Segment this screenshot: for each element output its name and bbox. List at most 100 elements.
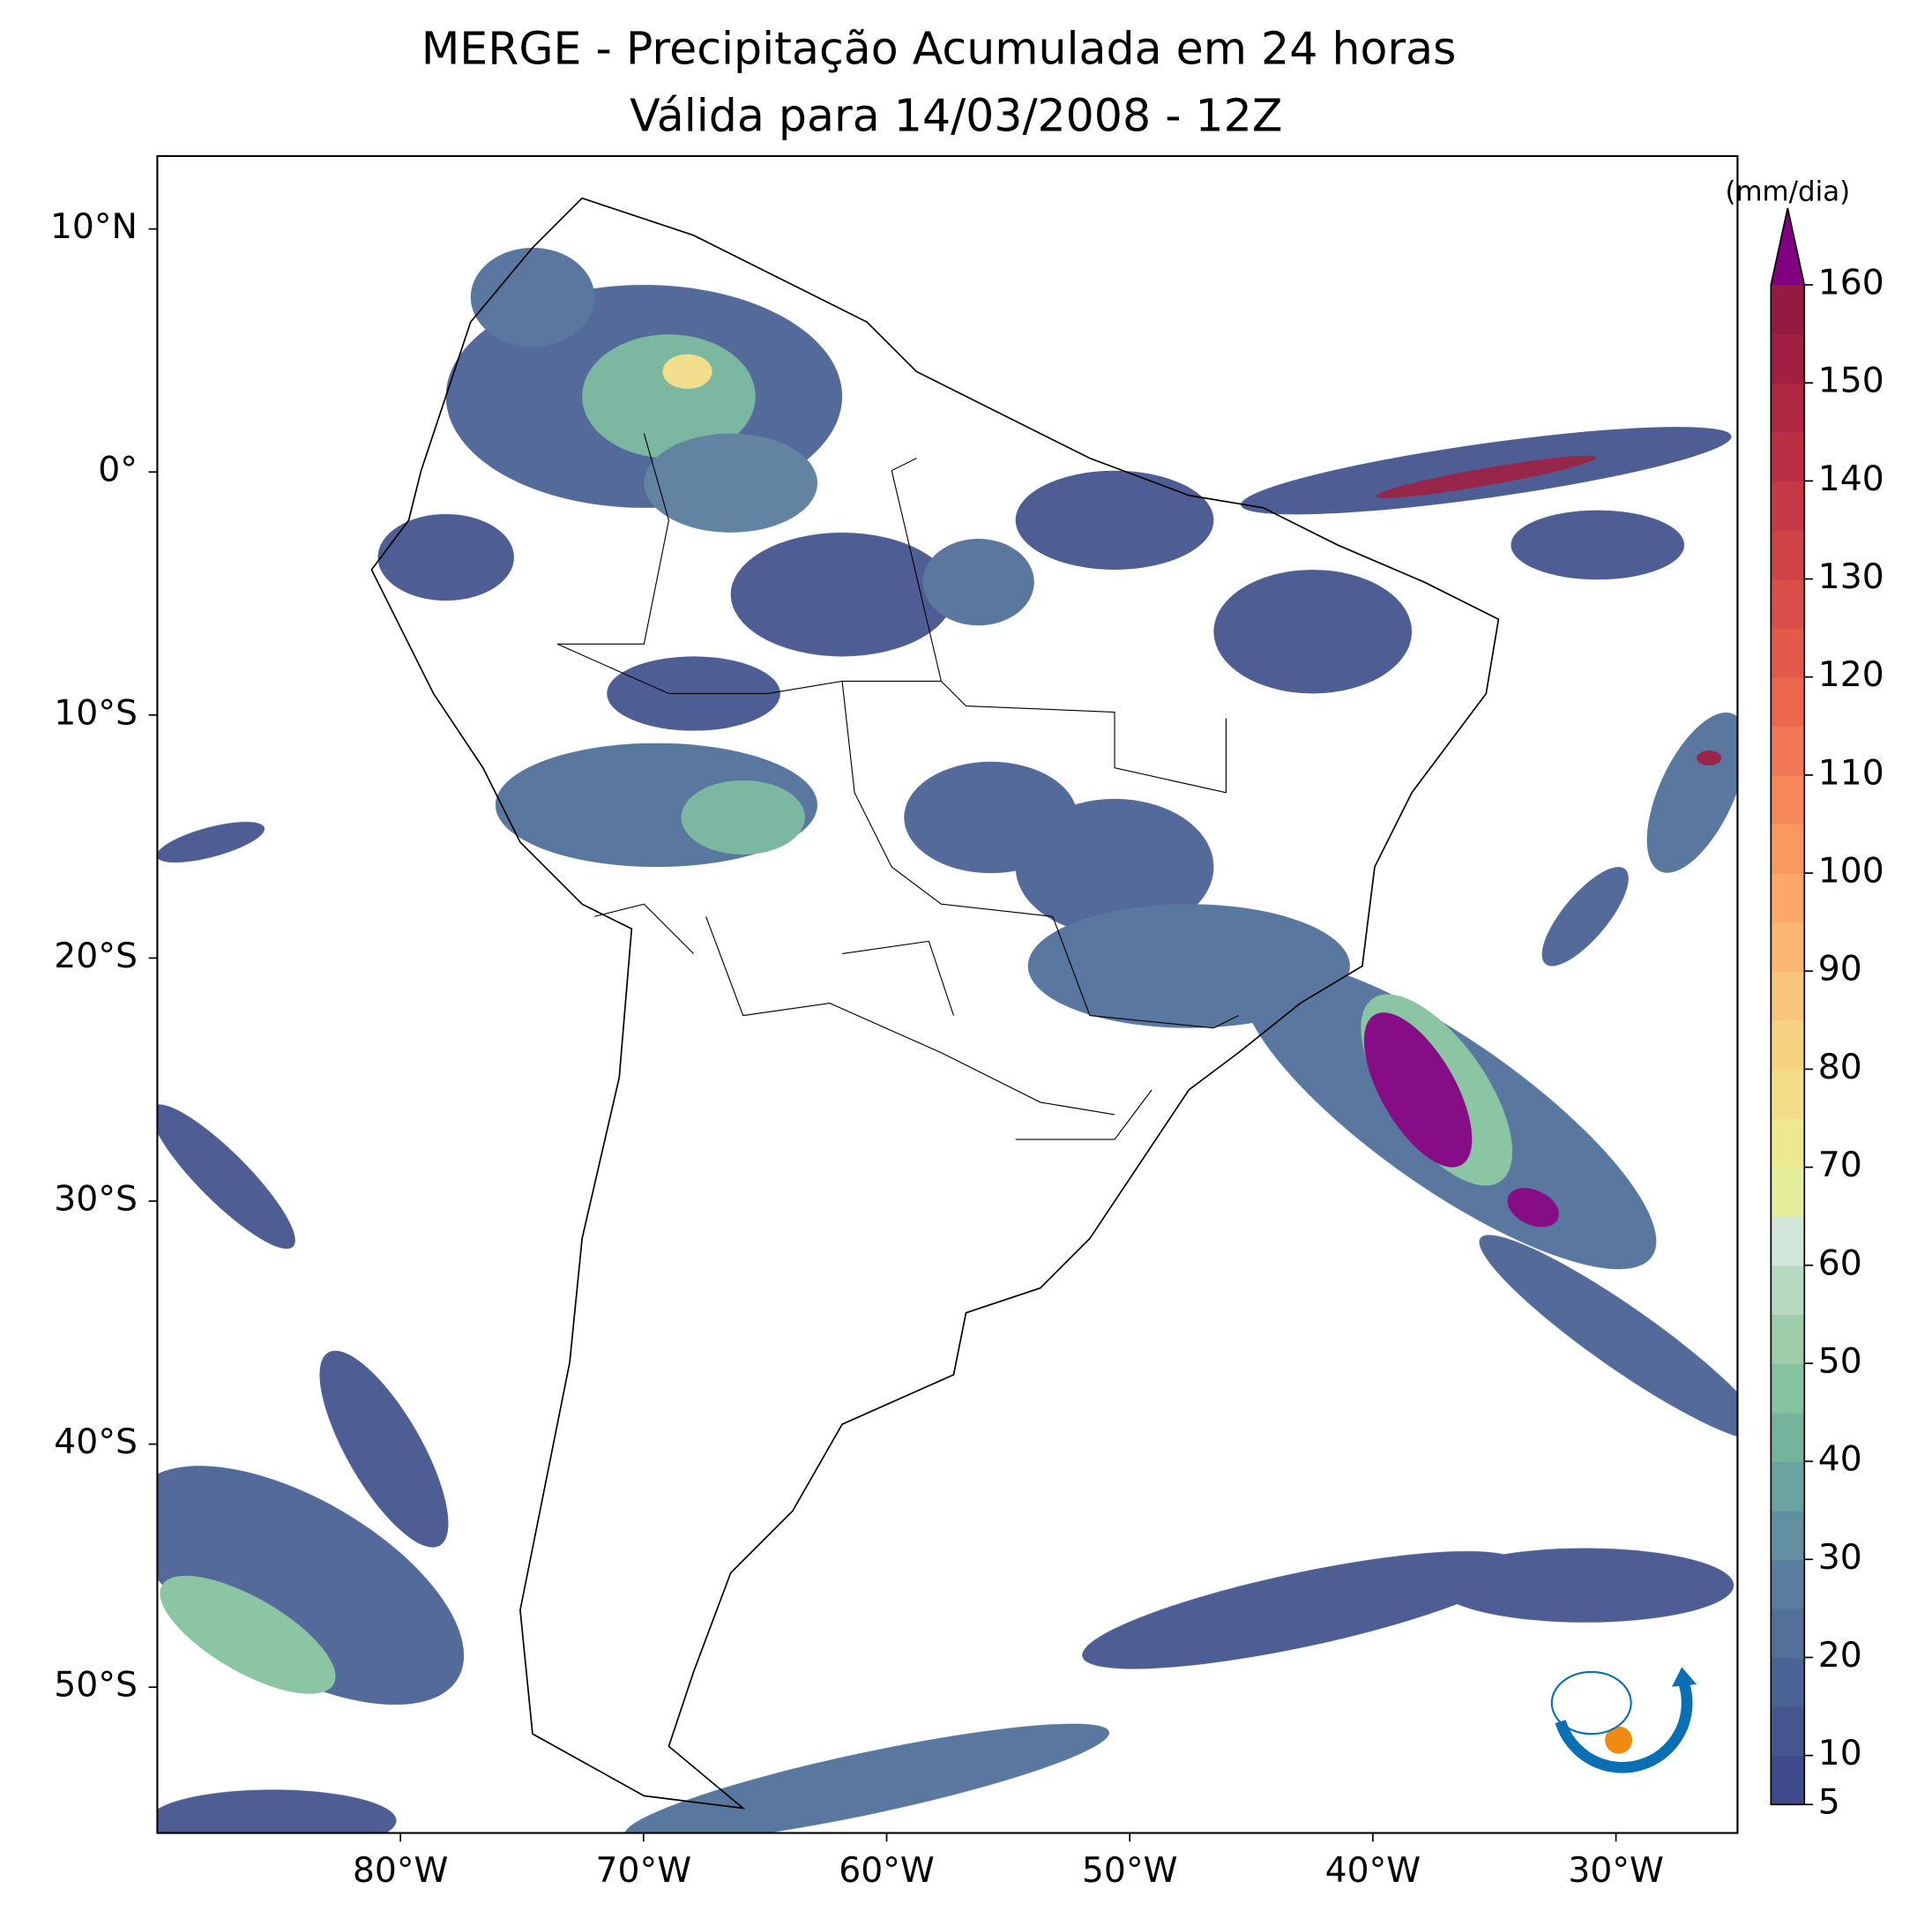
precip-area: [1479, 1235, 1738, 1441]
colorbar-band: [1771, 529, 1805, 580]
colorbar-band: [1771, 333, 1805, 384]
colorbar-band: [1771, 1461, 1805, 1512]
colorbar-band: [1771, 1019, 1805, 1071]
map-layer: [157, 197, 1738, 1833]
colorbar-tick-label: 90: [1818, 950, 1862, 989]
colorbar-band: [1771, 1117, 1805, 1168]
precip-area: [319, 1350, 449, 1548]
x-tick-label: 70°W: [596, 1851, 692, 1891]
colorbar-tick-label: 150: [1818, 362, 1884, 401]
y-tick-label: 10°S: [54, 693, 138, 733]
precip-area: [730, 532, 954, 657]
colorbar-band: [1771, 774, 1805, 825]
colorbar-tick-label: 100: [1818, 852, 1884, 892]
y-tick-label: 40°S: [54, 1422, 138, 1462]
precip-area: [1213, 570, 1413, 694]
colorbar-band: [1771, 922, 1805, 972]
colorbar-band: [1771, 1657, 1805, 1707]
colorbar-tick-label: 160: [1818, 264, 1884, 303]
colorbar-extend: [1771, 207, 1805, 286]
colorbar-band: [1771, 628, 1805, 678]
colorbar-tick-label: 140: [1818, 459, 1884, 499]
precip-area: [681, 780, 805, 855]
colorbar-tick-label: 110: [1818, 753, 1884, 793]
colorbar-tick-label: 50: [1818, 1341, 1862, 1381]
logo-dot: [1605, 1726, 1633, 1754]
colorbar-band: [1771, 1510, 1805, 1560]
x-tick-label: 40°W: [1325, 1851, 1421, 1891]
logo-orbit: [1550, 1670, 1632, 1736]
colorbar-label: (mm/dia): [1725, 176, 1850, 208]
colorbar-band: [1771, 1559, 1805, 1609]
x-tick-label: 60°W: [839, 1851, 935, 1891]
colorbar-band: [1771, 1706, 1805, 1757]
precip-area: [662, 354, 712, 389]
precip-area: [1015, 470, 1214, 571]
precip-area: [1082, 1550, 1519, 1669]
logo-arrow: [1672, 1667, 1697, 1687]
precip-areas: [157, 247, 1738, 1833]
colorbar-tick-label: 120: [1818, 655, 1884, 695]
colorbar-tick-label: 5: [1818, 1783, 1840, 1823]
colorbar-band: [1771, 1265, 1805, 1316]
colorbar-band: [1771, 431, 1805, 482]
colorbar-tick-label: 30: [1818, 1538, 1862, 1578]
colorbar-tick-label: 80: [1818, 1048, 1862, 1087]
precip-area: [377, 513, 514, 601]
colorbar-tick-label: 10: [1818, 1734, 1862, 1773]
precip-area: [644, 433, 817, 533]
precip-area: [157, 821, 265, 863]
precip-area: [624, 1723, 1109, 1833]
colorbar-band: [1771, 1314, 1805, 1364]
colorbar-band: [1771, 285, 1805, 335]
y-tick-label: 10°N: [50, 207, 138, 247]
logo-arc: [1555, 1683, 1693, 1773]
colorbar-band: [1771, 1167, 1805, 1217]
y-tick-label: 20°S: [54, 937, 138, 976]
colorbar-tick-label: 20: [1818, 1636, 1862, 1676]
colorbar-band: [1771, 824, 1805, 874]
precip-area: [1541, 867, 1629, 967]
colorbar-band: [1771, 726, 1805, 776]
colorbar-band: [1771, 579, 1805, 629]
precip-area: [1363, 1012, 1473, 1168]
map-frame: [156, 154, 1739, 1834]
precip-area: [1646, 712, 1738, 873]
colorbar-tick-label: 40: [1818, 1440, 1862, 1480]
precip-area: [1376, 455, 1596, 498]
colorbar-band: [1771, 1608, 1805, 1659]
colorbar-tick-label: 130: [1818, 557, 1884, 597]
precip-area: [160, 1575, 336, 1694]
precip-area: [1507, 1188, 1559, 1228]
colorbar-band: [1771, 1412, 1805, 1462]
precip-area: [157, 1789, 397, 1833]
colorbar-tick-label: 70: [1818, 1146, 1862, 1185]
x-tick-label: 50°W: [1082, 1851, 1178, 1891]
precip-area: [582, 334, 756, 459]
x-tick-label: 30°W: [1568, 1851, 1664, 1891]
precip-area: [1015, 798, 1214, 936]
colorbar-band: [1771, 1216, 1805, 1266]
precip-area: [1436, 1548, 1734, 1623]
precip-area: [1697, 750, 1722, 765]
colorbar-tick-label: 60: [1818, 1243, 1862, 1283]
colorbar-band: [1771, 1755, 1805, 1805]
chart-title: MERGE - Precipitação Acumulada em 24 hor…: [421, 22, 1457, 74]
colorbar-frame: [1770, 207, 1806, 1806]
precip-area: [922, 538, 1034, 626]
precip-area: [1511, 510, 1685, 580]
colorbar-band: [1771, 1362, 1805, 1414]
x-tick-label: 80°W: [353, 1851, 449, 1891]
y-tick-label: 50°S: [54, 1666, 138, 1706]
chart-subtitle: Válida para 14/03/2008 - 12Z: [630, 89, 1282, 141]
colorbar-band: [1771, 676, 1805, 728]
colorbar-band: [1771, 481, 1805, 531]
coastline: [370, 197, 1500, 1810]
logo: [1529, 1624, 1718, 1809]
precip-area: [470, 247, 595, 347]
country-borders: [556, 433, 1239, 1140]
colorbar-band: [1771, 971, 1805, 1021]
precip-area: [157, 1466, 465, 1706]
